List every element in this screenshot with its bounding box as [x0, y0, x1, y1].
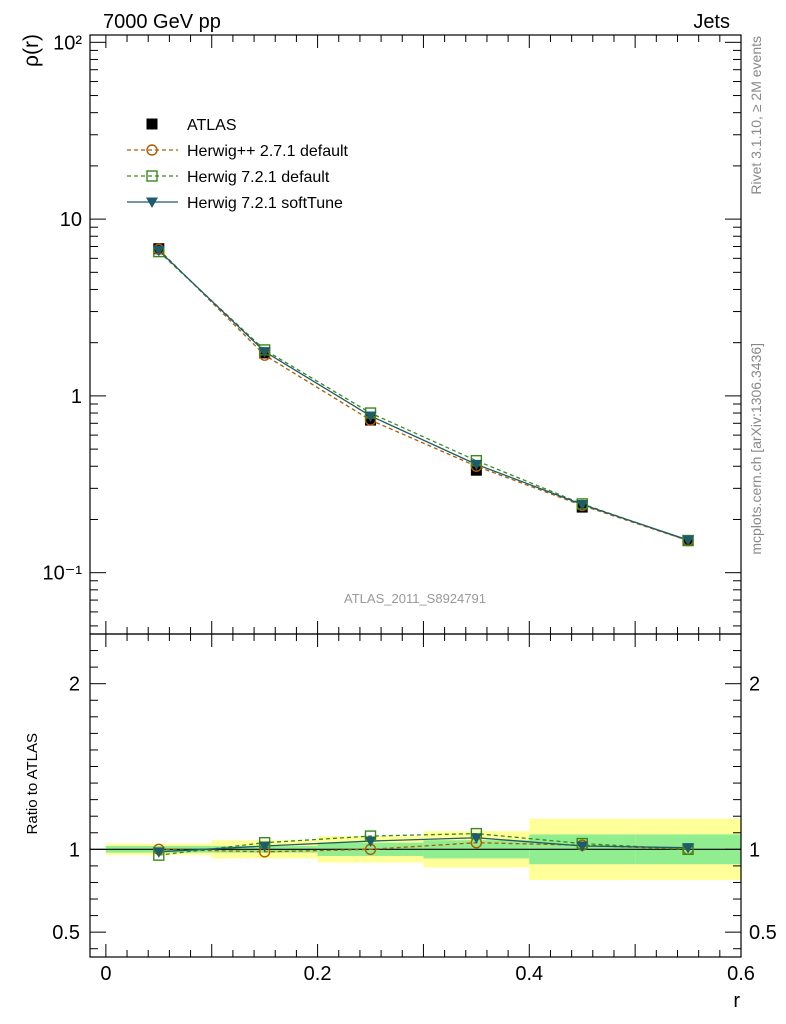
ratio-tick-label-right-2: 2 — [749, 674, 760, 696]
y-tick-label-2: 10 — [60, 209, 82, 231]
legend-label-0: ATLAS — [187, 117, 237, 134]
legend-marker-3 — [146, 197, 158, 208]
series-markers — [152, 243, 695, 861]
series-lines — [158, 248, 689, 856]
top-line-1 — [158, 248, 689, 542]
ratio-point-2-5 — [682, 843, 695, 854]
legend-marker-2 — [146, 170, 158, 182]
ratio-bands — [90, 818, 741, 880]
ratio-tick-label-left-0: 0.5 — [52, 922, 80, 944]
ratio-tick-label-right-0: 0.5 — [749, 922, 777, 944]
side-label-bottom: mcplots.cern.ch [arXiv:1306.3436] — [748, 343, 764, 555]
legend-label-2: Herwig 7.2.1 default — [187, 169, 330, 186]
top-line-2 — [158, 251, 689, 542]
plot-frames — [89, 34, 742, 958]
top-line-3 — [158, 249, 689, 541]
ratio-tick-label-right-1: 1 — [749, 839, 760, 861]
y-tick-label-1: 1 — [71, 386, 82, 408]
ratio-point-2-2 — [364, 836, 377, 848]
ratio-plot-frame — [89, 633, 742, 958]
top-point-3-0 — [152, 245, 165, 257]
top-point-3-4 — [576, 500, 589, 511]
ratio-y-axis-label: Ratio to ATLAS — [24, 733, 41, 834]
ratio-point-2-3 — [470, 833, 483, 844]
top-point-3-2 — [364, 411, 377, 422]
top-y-axis-label: ρ(r) — [20, 34, 43, 67]
header-right: Jets — [693, 11, 730, 33]
top-point-3-5 — [682, 535, 695, 547]
x-tick-label-2: 0.4 — [515, 963, 543, 985]
ratio-line-1 — [158, 832, 689, 856]
side-label-top: Rivet 3.1.10, ≥ 2M events — [748, 36, 764, 195]
y-tick-label-3: 10² — [53, 32, 82, 54]
header-left: 7000 GeV pp — [103, 11, 221, 33]
ratio-point-2-4 — [576, 841, 589, 853]
top-point-3-1 — [258, 347, 271, 358]
ratio-point-2-0 — [152, 847, 165, 858]
x-axis-label: r — [733, 990, 740, 1012]
axis-ticks: 0 0.2 0.4 0.6 10⁻¹ 1 10 10² 0.5 0.5 1 1 2 2 — [43, 32, 777, 985]
legend-marker-1 — [146, 144, 158, 156]
legend-label-1: Herwig++ 2.7.1 default — [187, 143, 349, 160]
ratio-tick-label-left-1: 1 — [69, 839, 80, 861]
x-tick-label-0: 0 — [100, 963, 111, 985]
ratio-point-2-1 — [258, 841, 271, 853]
x-tick-label-1: 0.2 — [304, 963, 332, 985]
legend: ATLAS Herwig++ 2.7.1 default Herwig 7.2.1 … — [127, 117, 349, 212]
legend-marker-0 — [146, 118, 158, 130]
x-tick-label-3: 0.6 — [727, 963, 755, 985]
ratio-tick-label-left-2: 2 — [69, 674, 80, 696]
y-tick-label-0: 10⁻¹ — [43, 563, 83, 585]
legend-label-3: Herwig 7.2.1 softTune — [187, 195, 343, 212]
top-point-3-3 — [470, 459, 483, 471]
ratio-line-2 — [158, 837, 689, 853]
watermark: ATLAS_2011_S8924791 — [344, 591, 486, 606]
